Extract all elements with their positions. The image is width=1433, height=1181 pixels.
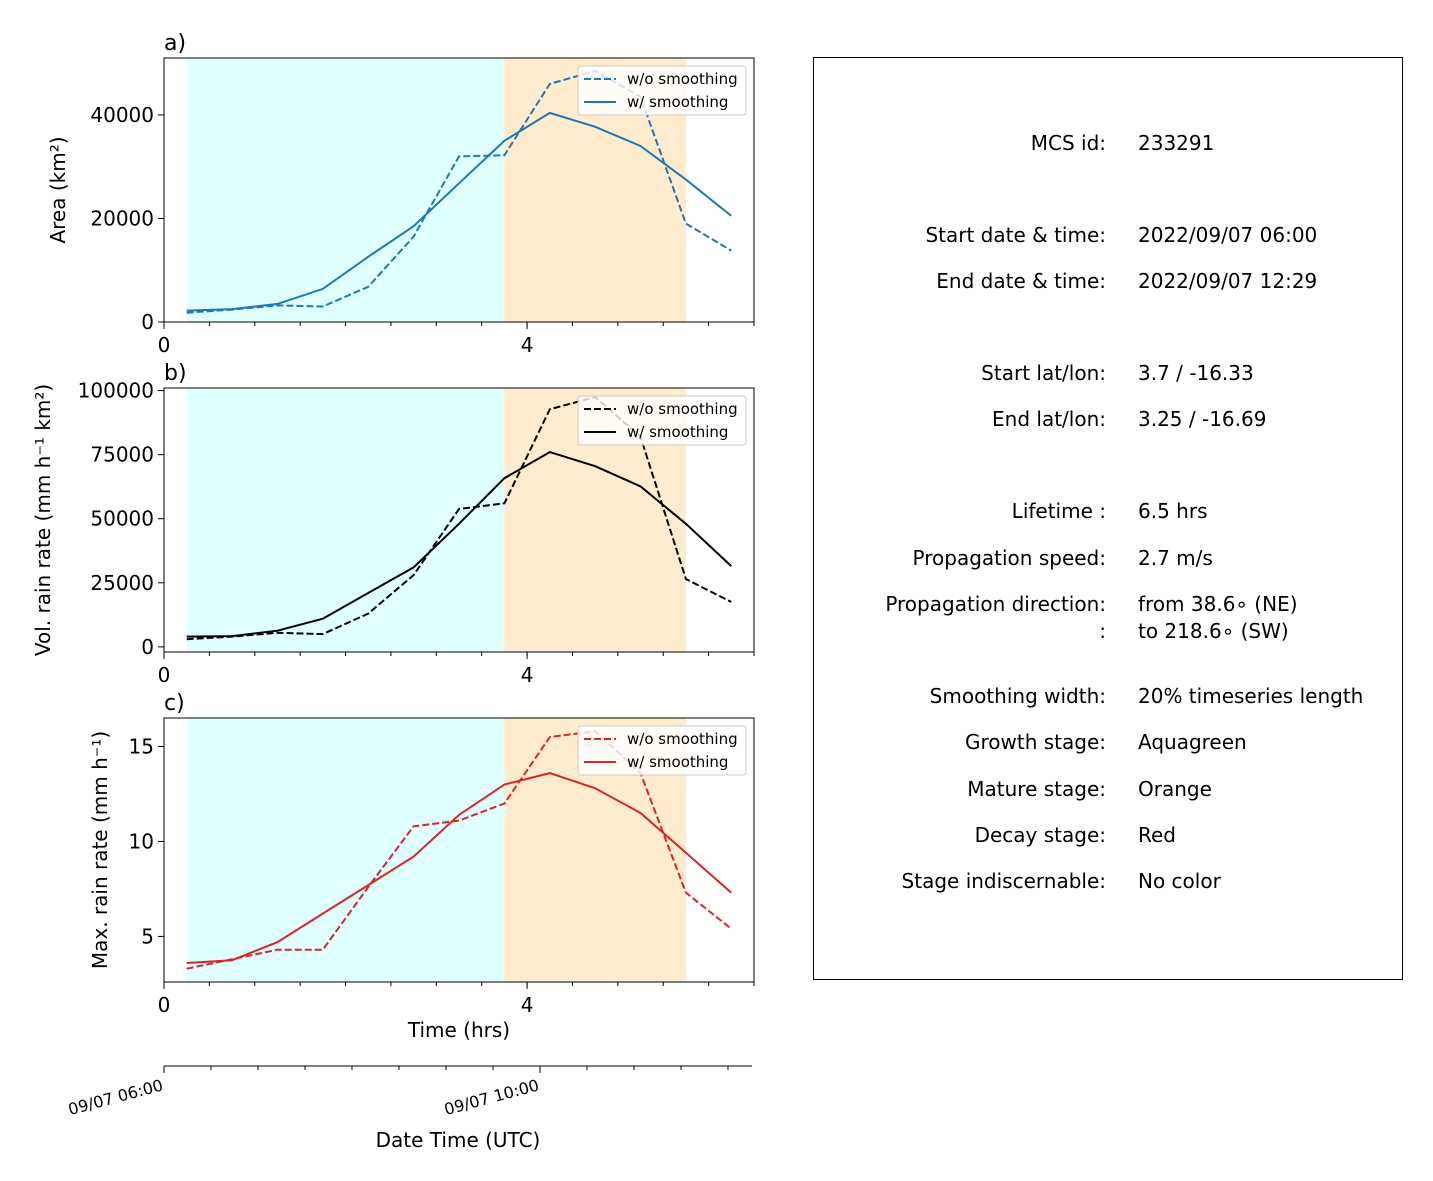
x-axis-label: Time (hrs) xyxy=(407,1018,510,1042)
legend-box xyxy=(577,395,747,446)
info-value: Orange xyxy=(1138,777,1212,801)
datetime-axis: 09/07 06:00 09/07 10:00 Date Time (UTC) xyxy=(66,1065,752,1152)
info-row: Propagation direction: from 38.6∘ (NE) xyxy=(814,592,1402,618)
info-row: Smoothing width: 20% timeseries length xyxy=(814,684,1402,710)
info-label: Smoothing width: xyxy=(929,684,1106,708)
y-tick-label: 20000 xyxy=(90,206,154,230)
y-tick-label: 75000 xyxy=(90,443,154,467)
y-axis-label: Vol. rain rate (mm h⁻¹ km²) xyxy=(31,384,55,656)
info-label: Decay stage: xyxy=(974,823,1106,847)
growth-stage-span xyxy=(186,58,505,322)
info-value: from 38.6∘ (NE) xyxy=(1138,592,1298,616)
info-row: Start date & time: 2022/09/07 06:00 xyxy=(814,223,1402,249)
info-value: 3.25 / -16.69 xyxy=(1138,407,1267,431)
info-value: to 218.6∘ (SW) xyxy=(1138,619,1289,643)
legend-entry: w/o smoothing xyxy=(627,70,738,88)
info-value: 3.7 / -16.33 xyxy=(1138,361,1254,385)
info-label: MCS id: xyxy=(1030,131,1106,155)
series-with-smoothing xyxy=(186,451,732,638)
legend-entry: w/ smoothing xyxy=(627,93,728,111)
x-tick-label: 0 xyxy=(158,333,171,357)
x-tick-label: 4 xyxy=(521,663,534,687)
info-row: Growth stage: Aquagreen xyxy=(814,730,1402,756)
legend-entry: w/o smoothing xyxy=(627,400,738,418)
info-row: Stage indiscernable: No color xyxy=(814,869,1402,895)
panel-2: 0 25000 50000 75000 100000 0 4 b) Vol. rain rate… xyxy=(31,361,755,687)
datetime-tick-label: 09/07 06:00 xyxy=(66,1076,165,1120)
axes-frame xyxy=(163,717,755,983)
info-value: 233291 xyxy=(1138,131,1215,155)
info-value: 2.7 m/s xyxy=(1138,546,1213,570)
y-axis-label: Area (km²) xyxy=(46,136,70,243)
info-row: MCS id: 233291 xyxy=(814,131,1402,157)
legend-box xyxy=(577,65,747,116)
panel-label: b) xyxy=(164,361,187,386)
info-row: End date & time: 2022/09/07 12:29 xyxy=(814,269,1402,295)
datetime-axis-label: Date Time (UTC) xyxy=(376,1128,541,1152)
legend: w/o smoothing w/ smoothing xyxy=(577,395,747,446)
info-label: Lifetime : xyxy=(1011,499,1106,523)
info-row: End lat/lon: 3.25 / -16.69 xyxy=(814,407,1402,433)
info-value: 2022/09/07 12:29 xyxy=(1138,269,1318,293)
info-value: No color xyxy=(1138,869,1221,893)
info-row: Lifetime : 6.5 hrs xyxy=(814,499,1402,525)
growth-stage-span xyxy=(186,718,505,982)
x-tick-label: 0 xyxy=(158,663,171,687)
info-row: : to 218.6∘ (SW) xyxy=(814,619,1402,645)
growth-stage-span xyxy=(186,388,505,652)
x-tick-label: 4 xyxy=(521,333,534,357)
datetime-tick-label: 09/07 10:00 xyxy=(442,1076,541,1120)
info-row: Start lat/lon: 3.7 / -16.33 xyxy=(814,361,1402,387)
y-tick-label: 100000 xyxy=(78,379,154,403)
panel-label: c) xyxy=(164,691,185,716)
legend-entry: w/o smoothing xyxy=(627,730,738,748)
y-axis-label: Max. rain rate (mm h⁻¹) xyxy=(88,731,112,969)
info-row: Propagation speed: 2.7 m/s xyxy=(814,546,1402,572)
panel-3: 5 10 15 0 4 c) Max. rain rate (mm h⁻¹) w/o smoo… xyxy=(88,691,755,1017)
info-label: Propagation direction: xyxy=(885,592,1106,616)
series-with-smoothing xyxy=(186,111,732,312)
y-tick-label: 0 xyxy=(141,635,154,659)
legend-entry: w/ smoothing xyxy=(627,423,728,441)
info-label: End date & time: xyxy=(936,269,1106,293)
y-tick-label: 0 xyxy=(141,310,154,334)
y-tick-label: 10 xyxy=(129,829,154,853)
y-tick-label: 40000 xyxy=(90,103,154,127)
legend: w/o smoothing w/ smoothing xyxy=(577,65,747,116)
info-label: End lat/lon: xyxy=(992,407,1106,431)
y-tick-label: 25000 xyxy=(90,571,154,595)
info-value: 6.5 hrs xyxy=(1138,499,1208,523)
axes-frame xyxy=(163,57,755,323)
info-label: Start lat/lon: xyxy=(981,361,1106,385)
info-label: : xyxy=(1099,619,1106,643)
axes-frame xyxy=(163,387,755,653)
info-row: Decay stage: Red xyxy=(814,823,1402,849)
info-label: Growth stage: xyxy=(964,730,1106,754)
panel-label: a) xyxy=(164,31,186,56)
y-tick-label: 50000 xyxy=(90,507,154,531)
x-tick-label: 4 xyxy=(521,993,534,1017)
series-with-smoothing xyxy=(186,772,732,964)
legend-box xyxy=(577,725,747,776)
info-label: Mature stage: xyxy=(967,777,1106,801)
info-value: 20% timeseries length xyxy=(1138,684,1364,708)
info-value: Aquagreen xyxy=(1138,730,1247,754)
y-tick-label: 5 xyxy=(141,924,154,948)
info-value: 2022/09/07 06:00 xyxy=(1138,223,1318,247)
info-label: Start date & time: xyxy=(925,223,1106,247)
x-tick-label: 0 xyxy=(158,993,171,1017)
info-row: Mature stage: Orange xyxy=(814,777,1402,803)
info-value: Red xyxy=(1138,823,1176,847)
info-label: Stage indiscernable: xyxy=(901,869,1106,893)
info-label: Propagation speed: xyxy=(912,546,1106,570)
mcs-info-panel: MCS id: 233291 Start date & time: 2022/09/0… xyxy=(813,57,1403,980)
y-tick-label: 15 xyxy=(129,734,154,758)
legend: w/o smoothing w/ smoothing xyxy=(577,725,747,776)
legend-entry: w/ smoothing xyxy=(627,753,728,771)
